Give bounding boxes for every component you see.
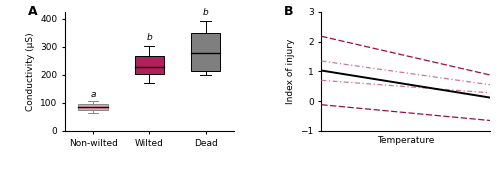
Y-axis label: Index of injury: Index of injury: [286, 39, 295, 104]
Bar: [134, 56, 164, 73]
Bar: [191, 33, 220, 71]
Text: A: A: [28, 5, 38, 18]
Text: B: B: [284, 5, 294, 18]
Text: a: a: [90, 90, 96, 99]
Text: b: b: [146, 33, 152, 42]
X-axis label: Temperature: Temperature: [377, 137, 434, 146]
Text: b: b: [202, 8, 208, 17]
Y-axis label: Conductivity (μS): Conductivity (μS): [26, 32, 35, 111]
Bar: [78, 104, 108, 110]
